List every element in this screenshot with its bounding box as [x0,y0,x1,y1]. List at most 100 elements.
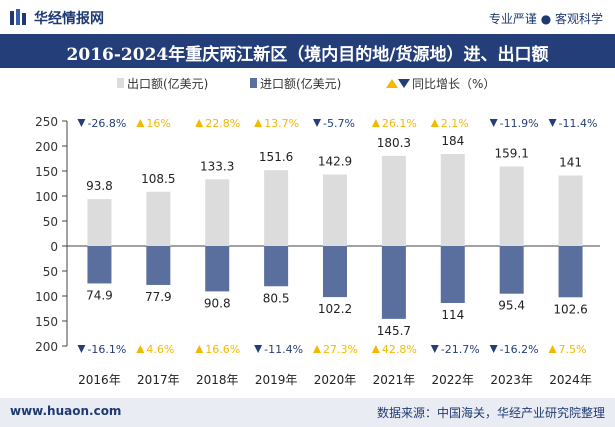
export-bar [323,174,347,246]
import-value-label: 90.8 [204,296,231,310]
growth-up-icon [371,345,380,353]
growth-up-icon [195,119,204,127]
bars [87,154,583,319]
export-bar [440,154,465,246]
legend-export-label: 出口额(亿美元) [127,76,208,91]
brand-logo-icon [10,9,26,25]
website-link[interactable]: www.huaon.com [10,404,122,418]
x-tick-label: 2016年 [78,373,121,387]
y-tick-label: 150 [35,315,58,329]
x-tick-label: 2022年 [432,373,475,387]
y-tick-label: 150 [35,165,58,179]
growth-markers: -26.8% -16.1% 16% 4.6% 22.8% 16.6% 13.7% -11.4%… [77,117,597,356]
y-tick-label: 100 [35,290,58,304]
legend-up-triangle-icon [386,79,398,88]
brand-name[interactable]: 华经情报网 [34,11,104,27]
x-tick-label: 2017年 [137,373,180,387]
import-growth-label: -21.7% [441,343,480,356]
y-tick-label: 50 [43,265,58,279]
growth-up-icon [371,119,380,127]
import-growth-label: 27.3% [323,343,358,356]
import-value-label: 145.7 [377,324,411,338]
x-tick-label: 2024年 [549,373,592,387]
import-value-label: 80.5 [263,291,290,305]
growth-down-icon [430,345,439,353]
growth-up-icon [430,119,439,127]
import-growth-label: 7.5% [559,343,587,356]
data-source: 数据来源：中国海关，华经产业研究院整理 [376,406,605,420]
top-bar: 华经情报网 专业严谨 ● 客观科学 [0,0,615,34]
import-value-label: 114 [441,308,464,322]
import-bar [381,246,406,319]
growth-down-icon [77,119,86,127]
growth-down-icon [489,119,498,127]
import-growth-label: -16.1% [87,343,126,356]
import-value-label: 95.4 [498,299,525,313]
export-value-label: 184 [441,134,464,148]
export-growth-label: -5.7% [323,117,355,130]
growth-down-icon [254,345,263,353]
x-tick-label: 2019年 [255,373,298,387]
import-bar [558,246,583,298]
y-tick-label: 200 [35,140,58,154]
export-bar [87,199,112,246]
import-bar [499,246,524,294]
export-growth-label: 16% [146,117,170,130]
export-value-label: 151.6 [259,150,293,164]
growth-up-icon [313,345,321,353]
y-tick-label: 0 [50,240,58,254]
export-value-label: 93.8 [86,179,113,193]
import-growth-label: -11.4% [264,343,303,356]
y-tick-label: 100 [35,190,58,204]
export-bar [499,166,524,246]
export-bar [381,155,406,246]
title-bar: 2016-2024年重庆两江新区（境内目的地/货源地）进、出口额 [0,34,615,68]
growth-down-icon [313,119,321,127]
y-tick-label: 250 [35,115,58,129]
chart-title: 2016-2024年重庆两江新区（境内目的地/货源地）进、出口额 [66,45,549,65]
export-bar [264,170,289,246]
import-growth-label: 16.6% [205,343,240,356]
import-value-label: 77.9 [145,290,172,304]
legend-import-label: 进口额(亿美元) [260,76,341,91]
export-growth-label: 26.1% [382,117,417,130]
legend-down-triangle-icon [398,79,410,88]
legend-growth-label: 同比增长（%） [412,77,495,91]
growth-down-icon [548,119,557,127]
export-bar [146,191,171,246]
x-tick-label: 2020年 [314,373,357,387]
export-growth-label: 22.8% [205,117,240,130]
export-value-label: 133.3 [200,159,234,173]
legend-import-swatch [250,78,257,88]
legend-export-swatch [117,78,124,88]
import-growth-label: 4.6% [146,343,174,356]
import-bar [146,246,171,285]
import-value-label: 102.2 [318,302,352,316]
import-bar [323,246,347,298]
export-growth-label: 13.7% [264,117,299,130]
export-value-label: 159.1 [494,146,528,160]
export-value-label: 108.5 [141,172,175,186]
import-growth-label: 42.8% [382,343,417,356]
chart: 出口额(亿美元) 进口额(亿美元) 同比增长（%） 250 200 150 100 50… [35,76,600,387]
import-growth-label: -16.2% [500,343,539,356]
growth-down-icon [77,345,86,353]
x-tick-label: 2023年 [490,373,533,387]
y-tick-label: 50 [43,215,58,229]
export-bar [558,175,583,246]
x-tick-label: 2018年 [196,373,239,387]
export-growth-label: 2.1% [441,117,469,130]
import-bar [440,246,465,303]
export-growth-label: -11.9% [500,117,539,130]
footer: www.huaon.com 数据来源：中国海关，华经产业研究院整理 [0,398,615,427]
growth-up-icon [548,345,557,353]
tagline: 专业严谨 ● 客观科学 [488,12,603,26]
export-growth-label: -11.4% [559,117,598,130]
import-bar [87,246,112,284]
export-value-label: 142.9 [318,155,352,169]
y-tick-label: 200 [35,340,58,354]
import-value-label: 74.9 [86,288,113,302]
x-tick-label: 2021年 [373,373,416,387]
growth-up-icon [195,345,204,353]
